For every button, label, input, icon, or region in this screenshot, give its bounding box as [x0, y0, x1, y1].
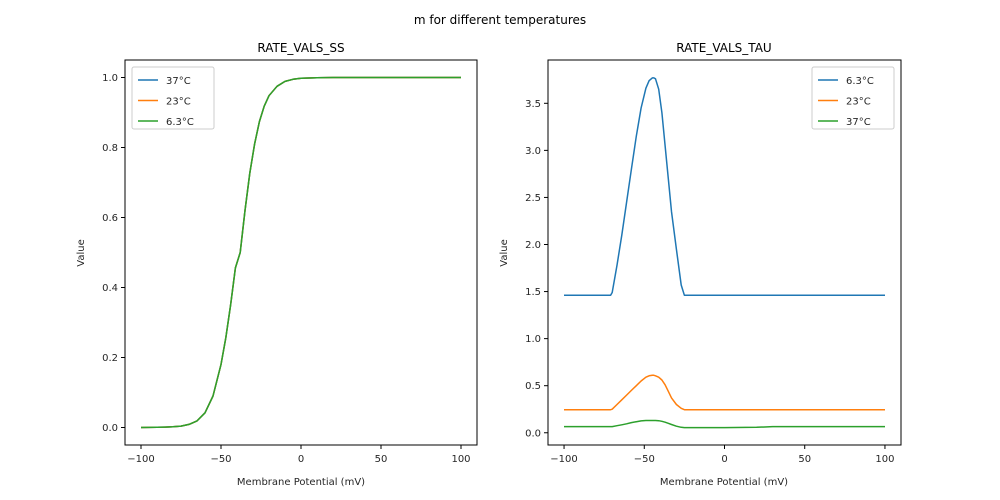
series-line-6.3C-ss	[140, 76, 461, 429]
x-tick-label: 0	[721, 454, 727, 465]
y-tick-label: 0.0	[525, 428, 541, 439]
ticks-ss: −100 −50 0 50 100 0.0 0.2 0.4 0.6 0.8 1.0	[102, 73, 470, 465]
axes-rate-vals-ss: RATE_VALS_SS Membrane Potential (mV) Val…	[76, 41, 478, 488]
x-axis-label-ss: Membrane Potential (mV)	[237, 477, 365, 488]
legend-label: 37°C	[166, 76, 191, 87]
series-line-37C-tau	[564, 419, 885, 429]
series-line-6.3C-tau	[564, 77, 885, 297]
legend-label: 6.3°C	[846, 76, 874, 87]
legend-box	[811, 66, 895, 130]
x-tick-label: −100	[550, 454, 577, 465]
y-tick-label: 1.0	[525, 334, 541, 345]
y-tick-label: 0.8	[102, 143, 118, 154]
ticks-tau: −100 −50 0 50 100 0.0 0.5 1.0 1.5 2.0 2.5 3.0 3.5	[525, 99, 894, 465]
axes-title-ss: RATE_VALS_SS	[257, 41, 344, 55]
x-tick-label: 0	[298, 454, 304, 465]
series-line-23C-tau	[564, 374, 885, 411]
x-tick-label: 100	[451, 454, 470, 465]
y-tick-label: 0.2	[102, 353, 118, 364]
y-tick-label: 2.5	[525, 193, 541, 204]
legend-label: 37°C	[846, 117, 871, 128]
y-tick-label: 0.5	[525, 381, 541, 392]
y-tick-label: 2.0	[525, 240, 541, 251]
y-tick-label: 0.4	[102, 283, 118, 294]
x-axis-label-tau: Membrane Potential (mV)	[660, 477, 788, 488]
y-tick-label: 1.5	[525, 287, 541, 298]
y-tick-label: 0.6	[102, 213, 118, 224]
y-tick-label: 3.0	[525, 146, 541, 157]
axes-title-tau: RATE_VALS_TAU	[676, 41, 771, 55]
y-axis-label-ss: Value	[76, 239, 87, 266]
axes-rate-vals-tau: RATE_VALS_TAU Membrane Potential (mV) Va…	[499, 41, 902, 488]
y-tick-label: 3.5	[525, 99, 541, 110]
lines-tau	[564, 77, 885, 429]
legend-tau: 6.3°C 23°C 37°C	[811, 66, 895, 130]
x-tick-label: 100	[875, 454, 894, 465]
axes-frame-ss	[124, 59, 478, 446]
legend-ss: 37°C 23°C 6.3°C	[131, 66, 215, 130]
legend-label: 23°C	[166, 97, 191, 108]
legend-label: 23°C	[846, 97, 871, 108]
lines-ss	[140, 76, 461, 429]
series-line-23C-ss	[140, 76, 461, 429]
x-tick-label: −50	[634, 454, 655, 465]
y-tick-label: 0.0	[102, 423, 118, 434]
x-tick-label: 50	[375, 454, 388, 465]
legend-box	[131, 66, 215, 130]
y-tick-label: 1.0	[102, 73, 118, 84]
series-line-37C-ss	[140, 76, 461, 429]
x-tick-label: −50	[210, 454, 231, 465]
x-tick-label: −100	[127, 454, 154, 465]
legend-label: 6.3°C	[166, 117, 194, 128]
x-tick-label: 50	[798, 454, 811, 465]
axes-frame-tau	[547, 59, 902, 446]
y-axis-label-tau: Value	[499, 239, 510, 266]
figure-title: m for different temperatures	[414, 13, 586, 27]
